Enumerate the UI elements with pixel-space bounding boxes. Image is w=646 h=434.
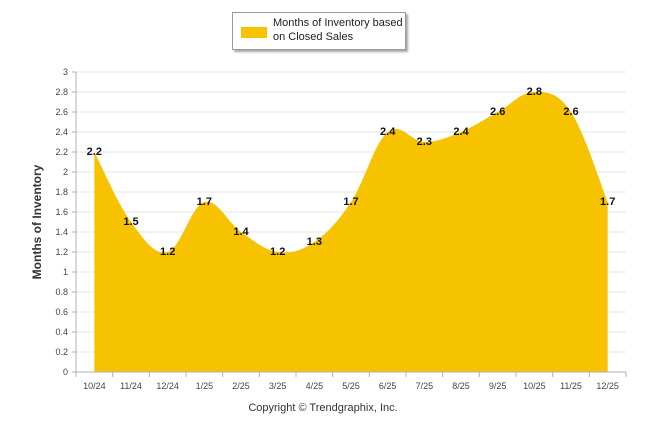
y-tick-label: 1.8	[55, 187, 68, 197]
x-tick-label: 7/25	[416, 381, 434, 391]
y-tick-label: 2.4	[55, 127, 68, 137]
y-tick-label: 0	[63, 367, 68, 377]
y-tick-label: 0.4	[55, 327, 68, 337]
x-tick-label: 1/25	[196, 381, 214, 391]
axes	[75, 72, 627, 377]
x-tick-label: 8/25	[452, 381, 470, 391]
data-label: 1.2	[160, 246, 175, 258]
data-label: 2.8	[527, 86, 542, 98]
x-tick-label: 10/24	[83, 381, 106, 391]
y-axis-label: Months of Inventory	[30, 164, 44, 280]
data-label: 1.7	[197, 196, 212, 208]
data-label: 1.3	[307, 236, 322, 248]
legend-swatch	[241, 27, 267, 38]
y-tick-label: 0.2	[55, 347, 68, 357]
x-tick-label: 10/25	[523, 381, 546, 391]
data-label: 1.5	[123, 216, 138, 228]
x-tick-label: 9/25	[489, 381, 507, 391]
data-label: 2.2	[87, 146, 102, 158]
y-tick-label: 2.6	[55, 107, 68, 117]
y-tick-label: 1	[63, 267, 68, 277]
x-tick-labels: 10/24 11/24 12/24 1/25 2/25 3/25 4/25 5/25 6/25 7…	[83, 381, 619, 391]
y-tick-label: 3	[63, 67, 68, 77]
data-label: 2.6	[563, 106, 578, 118]
copyright-text: Copyright © Trendgraphix, Inc.	[248, 402, 398, 414]
x-tick-label: 5/25	[342, 381, 360, 391]
data-label: 2.4	[380, 126, 396, 138]
data-label: 2.3	[417, 136, 432, 148]
y-tick-label: 2.2	[55, 147, 68, 157]
data-label: 2.6	[490, 106, 505, 118]
legend-label: Months of Inventory based on Closed Sale…	[273, 17, 403, 43]
data-label: 1.4	[233, 226, 249, 238]
series-area	[94, 92, 608, 372]
y-tick-label: 1.2	[55, 247, 68, 257]
x-tick-label: 12/24	[156, 381, 179, 391]
x-tick-label: 4/25	[306, 381, 324, 391]
x-tick-label: 11/24	[120, 381, 142, 391]
area-fill	[94, 92, 608, 372]
data-label: 1.2	[270, 246, 285, 258]
x-tick-label: 12/25	[596, 381, 619, 391]
x-tick-label: 3/25	[269, 381, 287, 391]
data-label: 1.7	[600, 196, 615, 208]
y-tick-label: 1.4	[55, 227, 68, 237]
y-tick-label: 0.8	[55, 287, 68, 297]
legend: Months of Inventory based on Closed Sale…	[232, 12, 406, 50]
x-tick-label: 11/25	[560, 381, 582, 391]
x-tick-label: 2/25	[232, 381, 250, 391]
y-tick-label: 1.6	[55, 207, 68, 217]
y-tick-labels: 0 0.2 0.4 0.6 0.8 1 1.2 1.4 1.6 1.8 2 2.2 2.4 2.6 2.8 3	[55, 67, 68, 377]
data-labels: 2.2 1.5 1.2 1.7 1.4 1.2 1.3 1.7 2.4 2.3 2.4 2.6 2.8 2…	[87, 86, 616, 258]
y-tick-label: 2.8	[55, 87, 68, 97]
data-label: 1.7	[343, 196, 358, 208]
y-tick-label: 2	[63, 167, 68, 177]
data-label: 2.4	[453, 126, 469, 138]
y-tick-label: 0.6	[55, 307, 68, 317]
x-tick-label: 6/25	[379, 381, 397, 391]
